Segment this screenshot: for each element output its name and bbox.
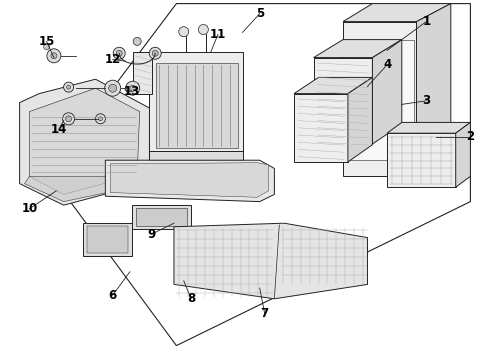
Text: 4: 4 xyxy=(383,58,391,71)
Text: 7: 7 xyxy=(261,307,269,320)
Polygon shape xyxy=(343,22,416,176)
Polygon shape xyxy=(20,79,149,205)
Circle shape xyxy=(47,49,61,63)
Circle shape xyxy=(133,37,141,45)
Polygon shape xyxy=(149,151,243,160)
Polygon shape xyxy=(156,63,238,148)
Text: 13: 13 xyxy=(124,85,141,98)
Text: 9: 9 xyxy=(148,228,156,240)
Circle shape xyxy=(149,47,161,59)
Text: 10: 10 xyxy=(21,202,38,215)
Circle shape xyxy=(63,113,74,125)
Polygon shape xyxy=(372,40,402,144)
Polygon shape xyxy=(350,40,414,160)
Polygon shape xyxy=(132,205,191,229)
Circle shape xyxy=(96,114,105,124)
Polygon shape xyxy=(387,133,456,187)
Polygon shape xyxy=(133,52,152,94)
Circle shape xyxy=(198,24,208,35)
Circle shape xyxy=(105,80,121,96)
Circle shape xyxy=(67,85,71,89)
Circle shape xyxy=(152,50,158,56)
Polygon shape xyxy=(456,122,470,187)
Text: 15: 15 xyxy=(38,35,55,48)
Text: 8: 8 xyxy=(187,292,195,305)
Polygon shape xyxy=(294,77,372,94)
Circle shape xyxy=(116,50,122,56)
Text: 1: 1 xyxy=(422,15,430,28)
Polygon shape xyxy=(314,40,402,58)
Circle shape xyxy=(179,27,189,37)
Polygon shape xyxy=(387,122,470,133)
Circle shape xyxy=(126,81,140,95)
Circle shape xyxy=(113,47,125,59)
Circle shape xyxy=(98,117,102,121)
Polygon shape xyxy=(136,208,187,226)
Polygon shape xyxy=(110,163,269,197)
Circle shape xyxy=(130,85,136,91)
Circle shape xyxy=(109,84,117,92)
Text: 14: 14 xyxy=(50,123,67,136)
Polygon shape xyxy=(294,94,348,162)
Polygon shape xyxy=(87,226,128,253)
Polygon shape xyxy=(343,4,451,22)
Text: 5: 5 xyxy=(256,7,264,20)
Polygon shape xyxy=(24,176,149,202)
Circle shape xyxy=(64,82,74,92)
Text: 6: 6 xyxy=(109,289,117,302)
Text: 12: 12 xyxy=(104,53,121,66)
Polygon shape xyxy=(314,58,372,144)
Polygon shape xyxy=(149,52,243,151)
Polygon shape xyxy=(83,223,132,256)
Polygon shape xyxy=(29,88,140,194)
Text: 2: 2 xyxy=(466,130,474,143)
Polygon shape xyxy=(348,77,372,162)
Polygon shape xyxy=(416,4,451,176)
Polygon shape xyxy=(105,160,274,202)
Circle shape xyxy=(66,116,72,122)
Circle shape xyxy=(51,53,57,59)
Circle shape xyxy=(44,44,49,50)
Polygon shape xyxy=(174,223,368,299)
Text: 11: 11 xyxy=(210,28,226,41)
Text: 3: 3 xyxy=(422,94,430,107)
